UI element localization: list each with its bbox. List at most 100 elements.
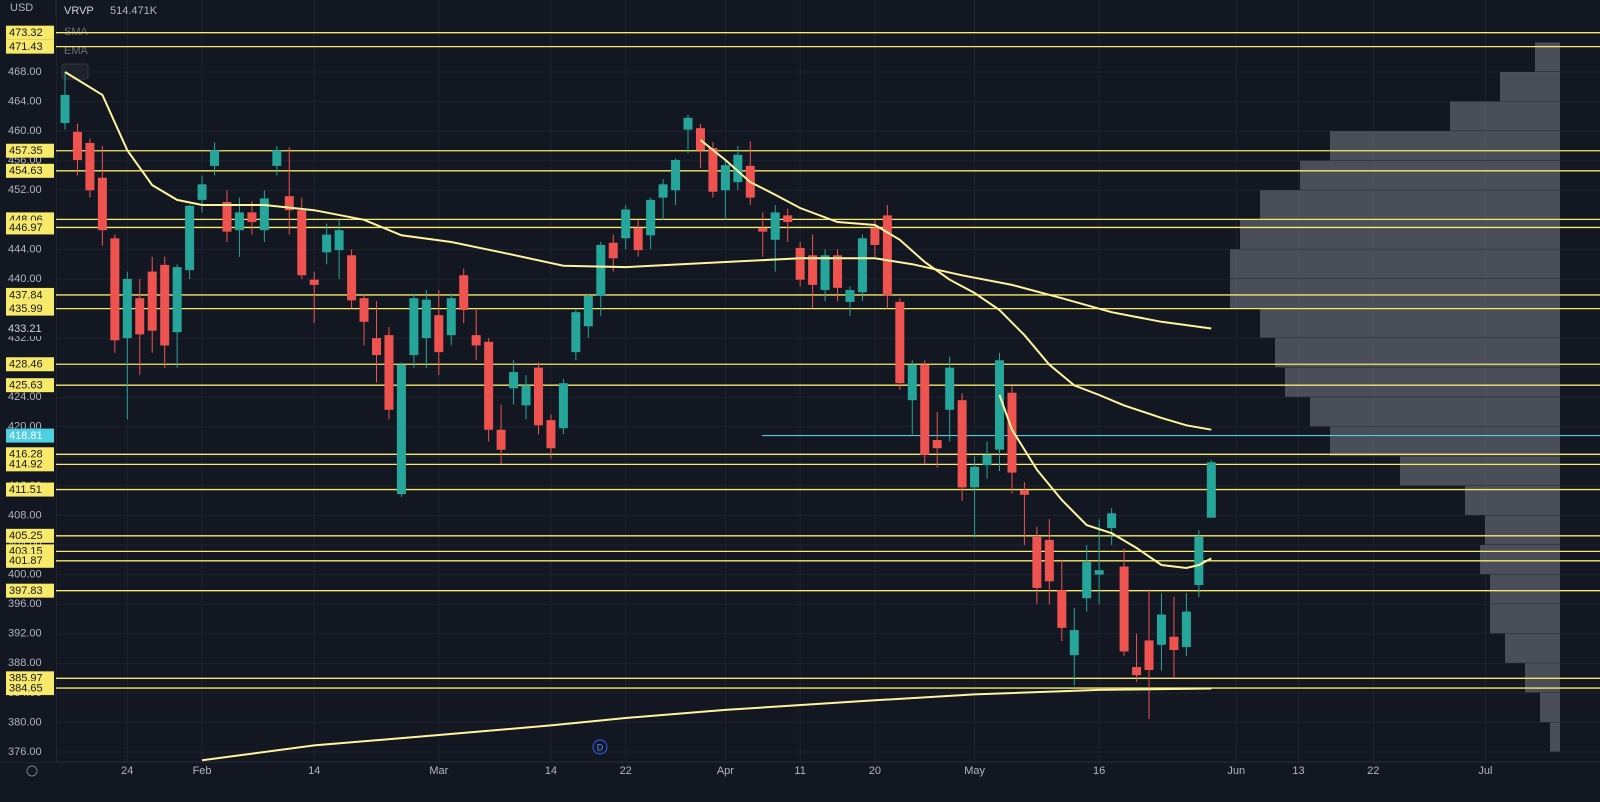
last-price-box: [6, 428, 54, 443]
candle-body: [259, 198, 269, 231]
candle-body: [222, 202, 232, 232]
candle-body: [671, 159, 681, 191]
level-label: 471.43: [9, 41, 43, 53]
candle-body: [932, 440, 942, 449]
candle-body: [995, 360, 1004, 450]
y-tick-label: 468.00: [8, 66, 42, 78]
level-label-box: [6, 357, 54, 372]
candle-body: [758, 227, 768, 232]
candle-body: [833, 255, 843, 288]
x-tick-label: 16: [1093, 765, 1105, 777]
candle-body: [210, 150, 220, 166]
candle-body: [546, 420, 556, 449]
level-label-box: [6, 378, 54, 393]
indicator-name[interactable]: EMA: [64, 45, 89, 57]
y-tick-label: 444.00: [8, 243, 42, 255]
level-label: 437.84: [9, 289, 43, 301]
level-label-box: [6, 528, 54, 543]
moving-average: [699, 139, 1212, 431]
candle-body: [895, 301, 905, 384]
level-label: 446.97: [9, 222, 43, 234]
candle-body: [359, 298, 369, 322]
candle-body: [97, 177, 107, 231]
candle-body: [234, 212, 244, 231]
candle-body: [621, 209, 631, 239]
candle-body: [85, 142, 95, 191]
volume-profile-bar: [1450, 101, 1560, 131]
currency: USD: [10, 2, 33, 14]
level-label: 411.51: [9, 484, 42, 496]
candle-body: [521, 385, 531, 406]
volume-profile-bar: [1550, 722, 1560, 752]
candle-body: [907, 364, 917, 401]
level-label-box: [6, 39, 54, 54]
candle-body: [272, 150, 282, 166]
y-tick-label: 440.00: [8, 273, 42, 285]
level-label-box: [6, 553, 54, 568]
candle-body: [571, 312, 581, 353]
volume-profile-bar: [1310, 397, 1560, 427]
candle-body: [459, 275, 469, 311]
candle-body: [135, 298, 145, 335]
level-label: 414.92: [9, 459, 43, 471]
candle-body: [110, 238, 120, 341]
candle-body: [322, 234, 332, 253]
volume-profile-bar: [1480, 545, 1560, 575]
candle-body: [1144, 640, 1154, 670]
level-label-box: [6, 457, 54, 472]
ma-price-label: 433.21: [8, 323, 42, 335]
settings-icon[interactable]: [26, 765, 38, 777]
level-label-box: [6, 583, 54, 598]
candle-body: [1169, 636, 1179, 651]
volume-profile-bar: [1465, 485, 1560, 515]
candle-body: [172, 267, 182, 333]
x-tick-label: Apr: [717, 765, 734, 777]
event-marker-label: D: [597, 742, 604, 752]
moving-average: [998, 394, 1212, 570]
candle-body: [1032, 536, 1042, 588]
volume-profile-bar: [1260, 308, 1560, 338]
candle-body: [633, 227, 643, 251]
candle-body: [808, 255, 818, 285]
event-marker[interactable]: [592, 739, 608, 755]
candle-body: [72, 131, 82, 160]
level-label-box: [6, 220, 54, 235]
candle-body: [882, 215, 892, 296]
candle-body: [857, 238, 867, 293]
level-label: 384.65: [9, 682, 43, 694]
candle-body: [1107, 513, 1117, 529]
indicator-name[interactable]: SMA: [64, 26, 89, 38]
candle-body: [795, 247, 805, 280]
x-tick-label: 22: [620, 765, 632, 777]
y-tick-label: 452.00: [8, 184, 42, 196]
candle-body: [197, 184, 207, 200]
candle-body: [471, 335, 481, 346]
candle-body: [1181, 611, 1191, 648]
volume-profile-bar: [1505, 633, 1560, 663]
y-tick-label: 400.00: [8, 569, 42, 581]
level-label: 397.83: [9, 585, 43, 597]
candle-body: [583, 295, 593, 327]
candle-body: [509, 372, 519, 389]
candle-body: [122, 278, 132, 339]
candle-body: [247, 212, 257, 223]
candle-body: [970, 466, 980, 488]
candle-body: [396, 364, 406, 495]
indicator-value: 514.471K: [110, 5, 158, 17]
candle-body: [409, 298, 419, 356]
level-label-box: [6, 287, 54, 302]
level-label: 401.87: [9, 555, 43, 567]
candle-body: [695, 128, 705, 151]
last-price-label: 418.81: [9, 430, 43, 442]
candle-body: [1206, 462, 1216, 518]
moving-average: [64, 71, 1212, 330]
level-label: 405.25: [9, 530, 43, 542]
candle-body: [708, 148, 718, 192]
level-label: 454.63: [9, 165, 43, 177]
indicator-name[interactable]: VRVP: [64, 5, 94, 17]
candle-body: [720, 165, 730, 191]
candle-body: [920, 364, 930, 455]
level-label-box: [6, 163, 54, 178]
candle-body: [608, 242, 618, 259]
